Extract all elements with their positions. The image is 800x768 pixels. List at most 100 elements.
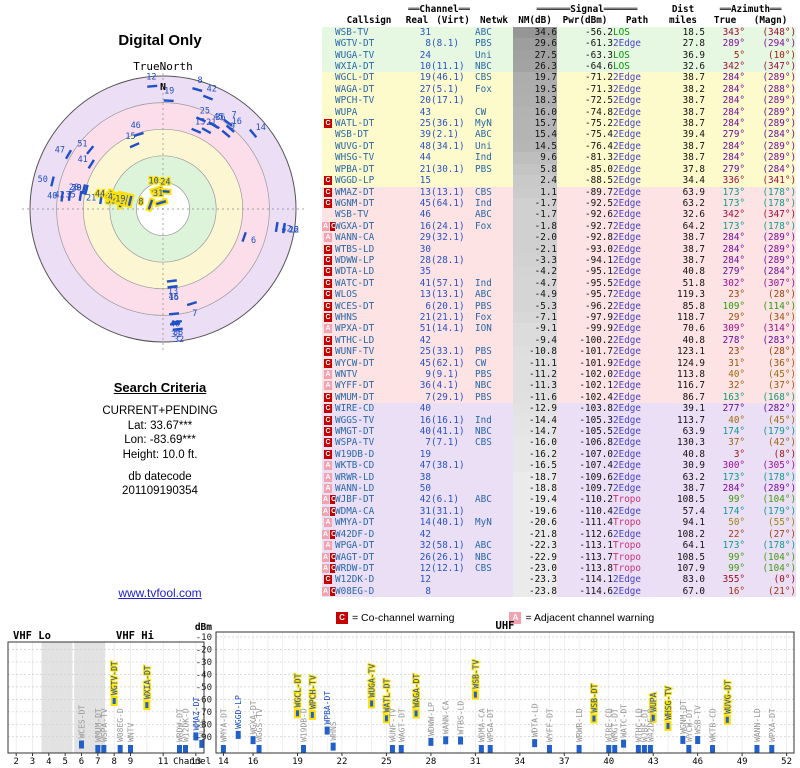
cell-distance: 124.9: [677, 357, 706, 369]
radar-station-marker: [78, 190, 83, 202]
signal-bar-label: WYFF-DT: [545, 708, 554, 742]
cell-nm-db: 27.5: [513, 49, 558, 62]
signal-bar-label: WMYA-DT: [219, 708, 228, 742]
cell-power-dbm: -94.1: [585, 254, 614, 266]
radar-station-marker: [133, 131, 144, 138]
cell-azimuth-magnetic: (8°): [773, 448, 797, 460]
cell-virtual-channel: [431, 403, 475, 414]
signal-bar-label: WCES-DT: [78, 705, 87, 739]
cell-path: 2Edge: [613, 471, 642, 483]
cell-network: Ind: [475, 414, 492, 426]
adjacent-channel-warning-icon: A: [322, 506, 330, 516]
co-channel-warning-icon: C: [324, 404, 332, 414]
cell-network: PBS: [475, 38, 492, 50]
radar-station-marker: [274, 221, 279, 233]
cell-distance: 37.8: [682, 163, 706, 175]
radar-channel-label: 7: [192, 309, 197, 319]
cell-callsign: WIRE-CD: [335, 403, 375, 415]
cell-distance: 38.7: [682, 72, 706, 84]
signal-bar: [79, 740, 84, 749]
cell-virtual-channel: (14.1): [431, 323, 465, 335]
station-row: A WANN-LD 50 -18.8 -109.7 2Edge 38.7 284° (289°): [322, 483, 797, 495]
channel-tick-label: 34: [514, 757, 525, 767]
cell-azimuth-true: 343°: [722, 26, 746, 38]
cell-azimuth-true: 284°: [722, 106, 746, 118]
cell-power-dbm: -61.3: [585, 38, 614, 50]
cell-real-channel: 45: [419, 197, 431, 209]
station-row: A C WRDW-DT 12 (12.1) CBS -23.0 -113.8 Tropo 107.…: [322, 562, 797, 575]
station-row: C WIRE-CD 40 -12.9 -103.8 2Edge 39.1 277° (282°): [322, 403, 797, 415]
radar-channel-label: 12: [289, 226, 299, 236]
co-channel-warning-icon: C: [330, 221, 335, 231]
signal-bar: [183, 745, 188, 753]
cell-callsign: WANN-CA: [335, 232, 375, 244]
cell-azimuth-magnetic: (347°): [762, 209, 797, 221]
cell-virtual-channel: [431, 335, 475, 346]
cell-network: CW: [475, 357, 487, 369]
cell-azimuth-true: 40°: [728, 369, 746, 380]
cell-callsign: WPGA-DT: [335, 540, 375, 552]
cell-power-dbm: -89.7: [585, 186, 614, 198]
dbm-axis-label: dBm: [195, 622, 212, 633]
radar-station-marker: [107, 190, 113, 201]
co-channel-warning-icon: C: [324, 278, 332, 288]
cell-warnings: A: [322, 380, 335, 391]
radar-channel-label: 8: [138, 197, 143, 207]
signal-bar: [612, 745, 618, 753]
cell-azimuth-true: 279°: [722, 163, 746, 175]
dbm-tick-label: -40: [196, 670, 212, 680]
cell-power-dbm: -76.4: [585, 140, 614, 152]
cell-path: 2Edge: [613, 95, 642, 107]
radar-station-marker: [192, 87, 203, 93]
radar-channel-label: 25: [200, 106, 210, 116]
cell-warnings: [322, 84, 335, 95]
cell-warnings: [322, 209, 335, 220]
cell-distance: 64.2: [682, 220, 706, 232]
cell-warnings: C: [322, 392, 335, 403]
cell-distance: 113.8: [677, 369, 706, 380]
cell-nm-db: -14.4: [513, 414, 558, 427]
cell-path: 2Edge: [613, 403, 642, 415]
header-dist-group: Dist: [671, 4, 695, 15]
cell-azimuth-magnetic: (289°): [762, 243, 797, 255]
radar-station-marker: [202, 94, 214, 101]
cell-callsign: WDTA-LD: [335, 266, 375, 278]
cell-distance: 38.7: [682, 118, 706, 130]
cell-azimuth-true: 289°: [722, 38, 746, 50]
cell-network: [475, 175, 513, 186]
cell-azimuth-true: 99°: [728, 551, 746, 563]
radar-station-marker: [127, 195, 133, 206]
signal-bar: [621, 739, 627, 748]
cell-callsign: WPCH-TV: [335, 95, 375, 107]
header-real-channel: Real: [405, 15, 429, 27]
cell-warnings: C: [322, 437, 335, 448]
cell-distance: 38.7: [682, 483, 706, 495]
search-criteria-block: Search Criteria CURRENT+PENDING Lat: 33.…: [30, 380, 290, 462]
header-nm-db: NM(dB): [518, 15, 552, 27]
cell-azimuth-magnetic: (289°): [762, 95, 797, 107]
co-channel-warning-icon: C: [336, 611, 348, 624]
cell-azimuth-magnetic: (179°): [762, 505, 797, 517]
cell-distance: 39.4: [682, 129, 706, 141]
search-mode: CURRENT+PENDING: [102, 405, 218, 417]
adjacent-channel-warning-icon: A: [324, 324, 332, 334]
cell-distance: 116.7: [677, 380, 706, 392]
cell-network: CBS: [475, 562, 492, 574]
radar-channel-label: 29: [72, 183, 82, 193]
uhf-label: UHF: [496, 620, 515, 632]
signal-bar: [641, 745, 647, 753]
signal-bar-label: WXIA-DT: [143, 665, 152, 699]
cell-azimuth-magnetic: (305°): [762, 460, 797, 472]
cell-azimuth-magnetic: (284°): [762, 129, 797, 141]
header-spacer: [475, 4, 513, 15]
signal-bar: [398, 745, 404, 753]
radar-channel-label: 7: [231, 111, 236, 121]
tvfool-link[interactable]: www.tvfool.com: [118, 586, 202, 600]
radar-channel-label: 40: [170, 320, 180, 330]
adjacent-channel-warning-icon: A: [324, 233, 332, 243]
radar-station-marker: [87, 159, 95, 170]
cell-azimuth-true: 302°: [722, 277, 746, 289]
cell-virtual-channel: (28.1): [431, 254, 465, 266]
cell-path: 2Edge: [613, 83, 642, 95]
cell-nm-db: -9.4: [513, 334, 558, 347]
